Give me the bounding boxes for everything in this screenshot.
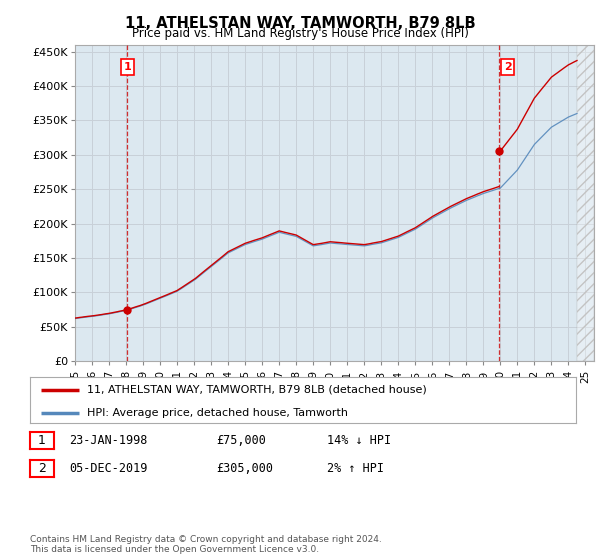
Text: 2: 2 <box>503 62 511 72</box>
Text: 1: 1 <box>38 434 46 447</box>
Text: 1: 1 <box>124 62 131 72</box>
Text: 11, ATHELSTAN WAY, TAMWORTH, B79 8LB (detached house): 11, ATHELSTAN WAY, TAMWORTH, B79 8LB (de… <box>88 385 427 395</box>
Text: 2% ↑ HPI: 2% ↑ HPI <box>327 462 384 475</box>
Text: 11, ATHELSTAN WAY, TAMWORTH, B79 8LB: 11, ATHELSTAN WAY, TAMWORTH, B79 8LB <box>125 16 475 31</box>
Text: Contains HM Land Registry data © Crown copyright and database right 2024.
This d: Contains HM Land Registry data © Crown c… <box>30 535 382 554</box>
Text: Price paid vs. HM Land Registry's House Price Index (HPI): Price paid vs. HM Land Registry's House … <box>131 27 469 40</box>
Text: 14% ↓ HPI: 14% ↓ HPI <box>327 434 391 447</box>
Text: 23-JAN-1998: 23-JAN-1998 <box>69 434 148 447</box>
Text: £305,000: £305,000 <box>216 462 273 475</box>
Text: 05-DEC-2019: 05-DEC-2019 <box>69 462 148 475</box>
Text: HPI: Average price, detached house, Tamworth: HPI: Average price, detached house, Tamw… <box>88 408 349 418</box>
Text: 2: 2 <box>38 462 46 475</box>
Text: £75,000: £75,000 <box>216 434 266 447</box>
